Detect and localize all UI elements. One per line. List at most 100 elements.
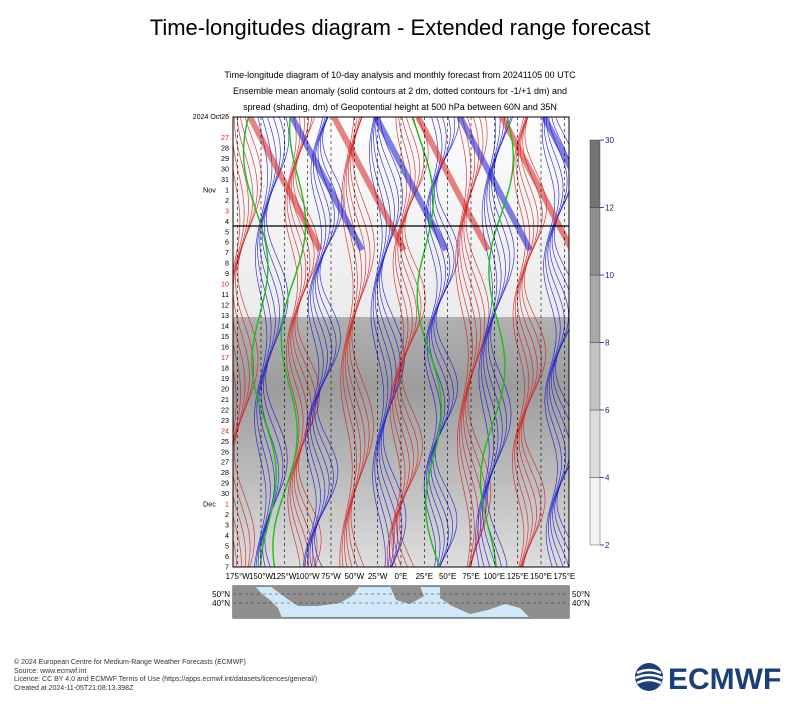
- anomaly-contour-line: [432, 117, 456, 567]
- x-tick-label: 75°W: [321, 572, 341, 581]
- anomaly-contour-line: [311, 117, 340, 567]
- footer-copyright: © 2024 European Centre for Medium-Range …: [14, 659, 246, 666]
- y-tick-label: 6: [225, 552, 229, 561]
- anomaly-contour-line: [339, 117, 355, 567]
- colorbar-tick-label: 12: [605, 204, 614, 213]
- date-axis: 2024 Oct2627282930311Nov2345678910111213…: [193, 114, 229, 572]
- anomaly-streak: [373, 117, 449, 252]
- anomaly-contour-line: [541, 117, 558, 567]
- y-tick-label: 27: [221, 458, 229, 467]
- anomaly-contour-line: [543, 117, 562, 567]
- y-tick-label: 10: [221, 280, 229, 289]
- x-tick-label: 175°W: [226, 572, 251, 581]
- x-tick-label: 0°E: [395, 572, 408, 581]
- colorbar-segment: [589, 139, 601, 208]
- anomaly-streak: [457, 117, 533, 252]
- y-tick-label: 21: [221, 395, 229, 404]
- anomaly-contour-line: [546, 117, 567, 567]
- y-tick-label: 19: [221, 374, 229, 383]
- anomaly-contour-line: [482, 117, 509, 567]
- colorbar-segment: [589, 342, 601, 411]
- plot-area: [232, 116, 570, 618]
- longitude-axis: 175°W 150°W 125°W 100°W 75°W 50°W 25°W 0°E 25°E 5…: [226, 572, 576, 581]
- y-tick-label: 13: [221, 311, 229, 320]
- colorbar-segment: [589, 274, 601, 343]
- anomaly-streak: [415, 117, 491, 252]
- x-tick-label: 25°W: [368, 572, 388, 581]
- y-tick-label: 28: [221, 468, 229, 477]
- anomaly-contour-line: [459, 117, 479, 567]
- y-tick-label: 3: [225, 206, 229, 215]
- anomaly-contour-line: [518, 117, 539, 567]
- x-tick-label: 175°E: [553, 572, 575, 581]
- y-tick-label: 4: [225, 531, 229, 540]
- y-tick-label: 7: [225, 248, 229, 257]
- y-tick-label: 26: [221, 447, 229, 456]
- anomaly-contour-line: [314, 117, 344, 567]
- anomaly-contour-line: [257, 117, 277, 567]
- anomaly-contour-line: [455, 117, 471, 567]
- x-tick-label: 50°E: [439, 572, 456, 581]
- ecmwf-logo: ECMWF: [635, 663, 781, 693]
- anomaly-contour-line: [511, 117, 526, 567]
- time-longitude-diagram: 2024 Oct2627282930311Nov2345678910111213…: [193, 114, 614, 619]
- anomaly-contour-line: [302, 117, 324, 567]
- anomaly-contour-line: [253, 117, 269, 567]
- anomaly-contour-line: [484, 117, 512, 567]
- colorbar-segment: [589, 477, 601, 546]
- map-lat-40-left: 40°N: [212, 599, 230, 608]
- anomaly-contour-line: [255, 117, 273, 567]
- anomaly-contour-line: [379, 117, 407, 567]
- x-tick-label: 125°W: [272, 572, 297, 581]
- y-tick-label: 8: [225, 259, 229, 268]
- anomaly-contour-line: [428, 117, 447, 567]
- y-tick-label: 20: [221, 384, 229, 393]
- y-tick-label: 29: [221, 479, 229, 488]
- y-tick-label: 11: [222, 290, 229, 299]
- anomaly-contour-line: [386, 117, 407, 567]
- y-tick-label: 24: [221, 426, 229, 435]
- anomaly-streak: [247, 117, 323, 252]
- anomaly-streak: [331, 117, 407, 252]
- x-tick-label: 150°W: [249, 572, 274, 581]
- y-tick-label: 7: [225, 563, 229, 572]
- y-tick-label: 28: [221, 143, 229, 152]
- anomaly-contour-line: [293, 117, 318, 567]
- anomaly-contour-line: [434, 117, 460, 567]
- colorbar-segment: [589, 409, 601, 478]
- anomaly-contour-line: [295, 117, 322, 567]
- anomaly-contour-line: [373, 117, 394, 567]
- y-tick-label: 30: [221, 489, 229, 498]
- y-tick-label: 2: [225, 196, 229, 205]
- y-tick-label: 2: [225, 510, 229, 519]
- ecmwf-logo-text: ECMWF: [668, 663, 781, 693]
- y-tick-label: 31: [221, 175, 229, 184]
- y-tick-label: 1: [225, 185, 229, 194]
- y-month-label: Nov: [203, 185, 216, 194]
- y-tick-label: 6: [225, 238, 229, 247]
- y-tick-label: 5: [225, 542, 229, 551]
- anomaly-contour-line: [426, 117, 443, 567]
- x-tick-label: 100°W: [296, 572, 321, 581]
- y-tick-label: 15: [221, 332, 229, 341]
- zero-contour: [242, 117, 278, 567]
- anomaly-streak: [289, 117, 365, 252]
- anomaly-contour-line: [343, 117, 362, 567]
- anomaly-contour-line: [264, 117, 290, 567]
- plot-frame: [232, 116, 570, 568]
- y-tick-label: 29: [221, 154, 229, 163]
- y-tick-label: 25: [221, 437, 229, 446]
- spread-colorbar: 2 4 6 8 10 12 30: [589, 136, 614, 550]
- map-lat-50-right: 50°N: [572, 590, 590, 599]
- footer-source: Source: www.ecmwf.int: [14, 667, 87, 675]
- colorbar-tick-label: 8: [605, 339, 610, 348]
- anomaly-contour-line: [477, 117, 501, 567]
- subtitle-line-2: Ensemble mean anomaly (solid contours at…: [233, 86, 567, 96]
- colorbar-tick-label: 4: [605, 474, 610, 483]
- y-tick-label: 27: [221, 133, 229, 142]
- page-title: Time-longitudes diagram - Extended range…: [149, 15, 651, 40]
- subtitle-line-1: Time-longitude diagram of 10-day analysi…: [224, 70, 576, 80]
- x-tick-label: 25°E: [416, 572, 433, 581]
- y-tick-label: 5: [225, 227, 229, 236]
- zero-contour: [479, 117, 515, 567]
